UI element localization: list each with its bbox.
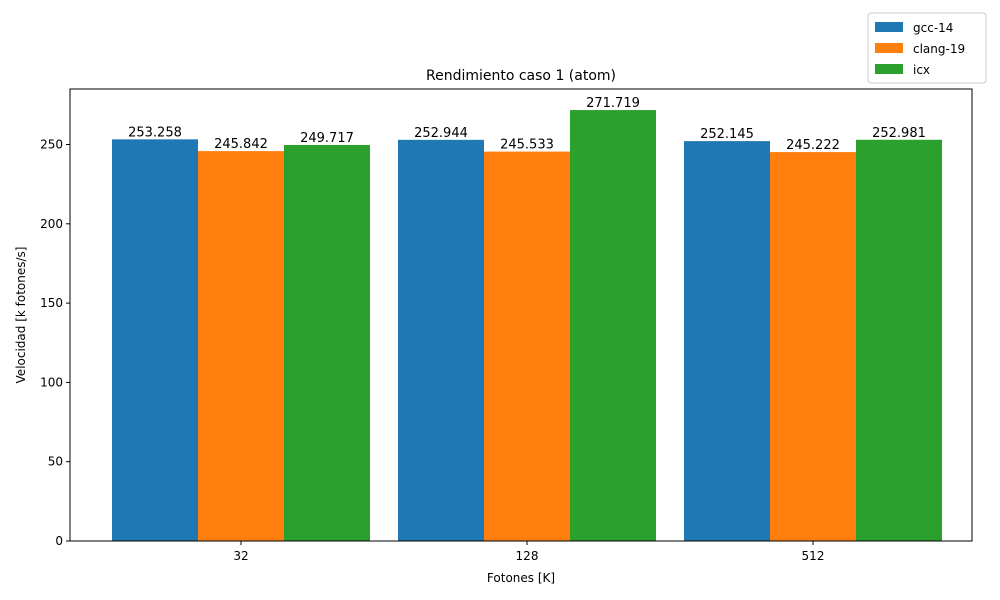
bar-value-label: 252.981 (872, 126, 926, 141)
chart-title: Rendimiento caso 1 (atom) (426, 68, 616, 84)
bar (198, 151, 284, 541)
y-tick-label: 150 (40, 296, 63, 310)
x-axis-ticks: 32 128 512 (233, 541, 824, 563)
x-tick-label: 512 (802, 549, 825, 563)
y-axis-label: Velocidad [k fotones/s] (14, 247, 28, 384)
bar-value-label: 245.842 (214, 137, 268, 152)
bar-value-label: 245.222 (786, 138, 840, 153)
bar (284, 144, 370, 542)
bar (856, 139, 942, 541)
x-tick-label: 128 (516, 549, 539, 563)
bar (684, 141, 770, 541)
bar (770, 152, 856, 541)
legend-swatch (875, 22, 903, 32)
bar-value-label: 253.258 (128, 125, 182, 140)
legend-label: icx (913, 63, 930, 77)
y-tick-label: 0 (55, 534, 63, 548)
y-tick-label: 250 (40, 138, 63, 152)
y-axis-ticks: 0 50 100 150 200 250 (40, 138, 70, 548)
bar (398, 139, 484, 541)
bar-value-label: 249.717 (300, 131, 354, 146)
y-tick-label: 50 (48, 455, 63, 469)
y-tick-label: 100 (40, 375, 63, 389)
legend-label: clang-19 (913, 42, 965, 56)
legend-swatch (875, 43, 903, 53)
bars-layer (112, 110, 942, 542)
x-axis-label: Fotones [K] (487, 571, 555, 585)
legend-label: gcc-14 (913, 21, 953, 35)
legend: gcc-14 clang-19 icx (867, 12, 987, 84)
plot-area-frame (69, 88, 973, 542)
bar-value-label: 252.944 (414, 126, 468, 141)
legend-swatch (875, 64, 903, 74)
bar (112, 139, 198, 541)
bar (484, 151, 570, 542)
bar-value-label: 245.533 (500, 138, 554, 153)
data-labels-layer: 253.258 245.842 249.717 252.944 245.533 271.7… (128, 96, 926, 153)
x-tick-label: 32 (233, 549, 248, 563)
bar (570, 110, 656, 541)
bar-value-label: 271.719 (586, 96, 640, 111)
y-tick-label: 200 (40, 217, 63, 231)
bar-value-label: 252.145 (700, 127, 754, 142)
